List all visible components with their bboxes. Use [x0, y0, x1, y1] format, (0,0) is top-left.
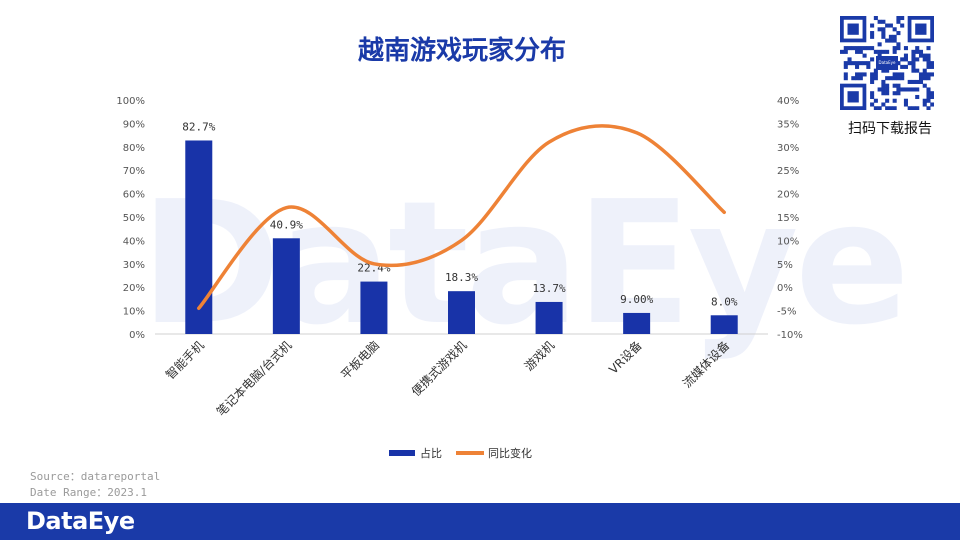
y-left-tick-label: 70% [123, 166, 145, 177]
x-tick-label: 平板电脑 [338, 338, 382, 382]
qr-caption: 扫码下载报告 [848, 121, 932, 137]
legend-label: 同比变化 [488, 446, 532, 460]
bar [360, 281, 388, 334]
bar-data-label: 82.7% [182, 120, 215, 133]
bar [623, 312, 651, 334]
y-left-tick-label: 60% [123, 190, 145, 201]
y-left-tick-label: 30% [123, 260, 145, 271]
y-right-tick-label: 0% [777, 283, 793, 294]
bar-data-label: 40.9% [270, 218, 303, 231]
x-tick-label: 便携式游戏机 [408, 338, 470, 400]
legend-swatch-bar [389, 450, 415, 456]
bar [272, 238, 300, 334]
chart-area: 0% 10% 20% 30% 40% 50% 60% 70% 80% 90% 100% -10% -5%… [116, 96, 803, 460]
chart-title: 越南游戏玩家分布 [357, 36, 566, 66]
x-tick-label: 流媒体设备 [680, 338, 732, 390]
bar-data-label: 9.00% [620, 293, 653, 306]
qr-code[interactable]: DataEye [840, 16, 935, 111]
bar-data-label: 18.3% [445, 271, 478, 284]
footer-bar: DataEye [0, 503, 960, 540]
x-tick-label: 笔记本电脑/台式机 [213, 338, 294, 419]
source-line: Source：datareportal [30, 470, 161, 483]
bar [185, 140, 213, 334]
x-tick-label: VR设备 [606, 338, 645, 377]
y-right-tick-label: 5% [777, 260, 793, 271]
bar-data-label: 13.7% [533, 282, 566, 295]
y-right-tick-label: 30% [777, 143, 799, 154]
y-left-tick-label: 10% [123, 307, 145, 318]
y-left-tick-label: 0% [129, 330, 145, 341]
y-right-tick-label: -5% [777, 307, 796, 318]
bar-data-label: 8.0% [711, 295, 738, 308]
y-left-tick-label: 80% [123, 143, 145, 154]
footer-logo: DataEye [26, 507, 135, 535]
qr-center-logo: DataEye [876, 56, 898, 70]
bar [535, 301, 563, 334]
bar [448, 291, 475, 334]
x-tick-label: 智能手机 [162, 338, 207, 383]
y-left-tick-label: 90% [123, 119, 145, 130]
y-right-tick-label: 10% [777, 236, 799, 247]
y-left-tick-label: 40% [123, 236, 145, 247]
date-range-line: Date Range：2023.1 [30, 486, 147, 499]
y-left-tick-label: 20% [123, 283, 145, 294]
y-right-tick-label: -10% [777, 330, 803, 341]
series-line-yoy [197, 124, 726, 311]
qr-code-pattern [840, 16, 935, 111]
y-right-tick-label: 35% [777, 119, 799, 130]
y-right-tick-label: 25% [777, 166, 799, 177]
y-right-tick-label: 20% [777, 190, 799, 201]
y-left-tick-label: 50% [123, 213, 145, 224]
y-right-tick-label: 40% [777, 96, 799, 107]
source-note: Source：datareportal Date Range：2023.1 [30, 469, 160, 501]
bar [710, 315, 738, 334]
y-right-tick-label: 15% [777, 213, 799, 224]
y-left-tick-label: 100% [116, 96, 145, 107]
legend-label: 占比 [420, 446, 442, 460]
x-tick-label: 游戏机 [522, 338, 557, 373]
